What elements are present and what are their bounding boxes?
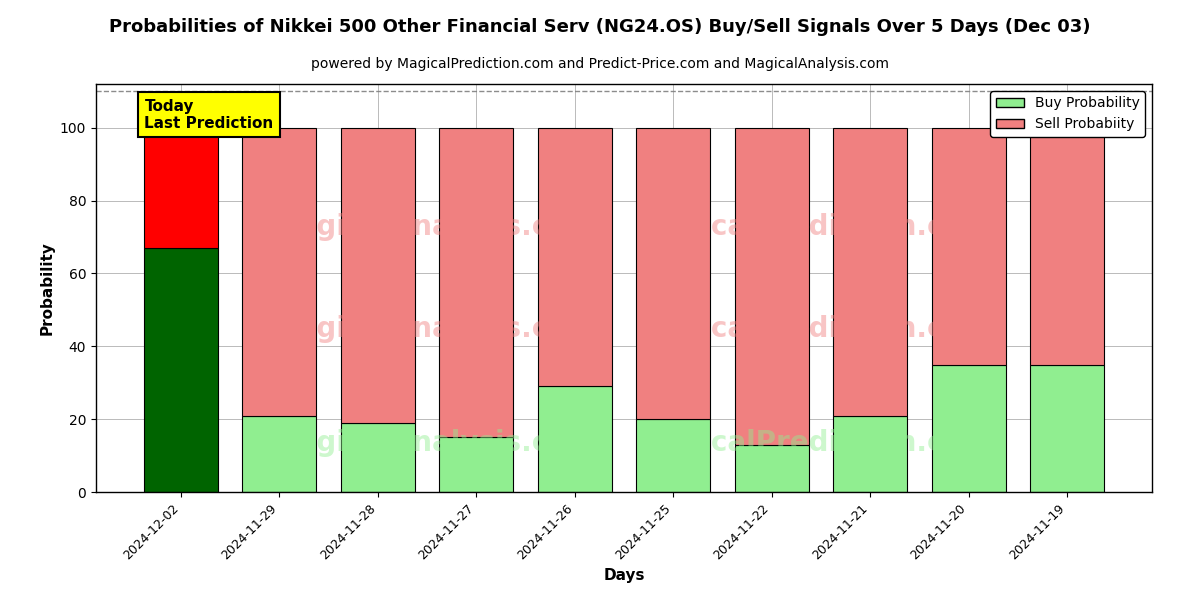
Bar — [734, 445, 809, 492]
Text: Today
Last Prediction: Today Last Prediction — [144, 98, 274, 131]
Y-axis label: Probability: Probability — [40, 241, 54, 335]
Bar — [1030, 364, 1104, 492]
Bar — [341, 128, 415, 423]
Bar — [341, 423, 415, 492]
Text: MagicalAnalysis.com: MagicalAnalysis.com — [271, 213, 598, 241]
Text: MagicalPrediction.com: MagicalPrediction.com — [636, 315, 992, 343]
Bar — [242, 128, 317, 415]
Bar — [833, 415, 907, 492]
Bar — [1030, 128, 1104, 364]
Bar — [538, 386, 612, 492]
Bar — [538, 128, 612, 386]
Legend: Buy Probability, Sell Probabiity: Buy Probability, Sell Probabiity — [990, 91, 1145, 137]
Bar — [636, 419, 710, 492]
Bar — [439, 128, 514, 437]
Bar — [734, 128, 809, 445]
Bar — [931, 364, 1006, 492]
Bar — [242, 415, 317, 492]
X-axis label: Days: Days — [604, 568, 644, 583]
Text: Probabilities of Nikkei 500 Other Financial Serv (NG24.OS) Buy/Sell Signals Over: Probabilities of Nikkei 500 Other Financ… — [109, 18, 1091, 36]
Text: powered by MagicalPrediction.com and Predict-Price.com and MagicalAnalysis.com: powered by MagicalPrediction.com and Pre… — [311, 57, 889, 71]
Bar — [833, 128, 907, 415]
Bar — [931, 128, 1006, 364]
Text: MagicalPrediction.com: MagicalPrediction.com — [636, 429, 992, 457]
Bar — [144, 248, 218, 492]
Bar — [144, 128, 218, 248]
Bar — [636, 128, 710, 419]
Bar — [439, 437, 514, 492]
Text: MagicalPrediction.com: MagicalPrediction.com — [636, 213, 992, 241]
Text: MagicalAnalysis.com: MagicalAnalysis.com — [271, 429, 598, 457]
Text: MagicalAnalysis.com: MagicalAnalysis.com — [271, 315, 598, 343]
